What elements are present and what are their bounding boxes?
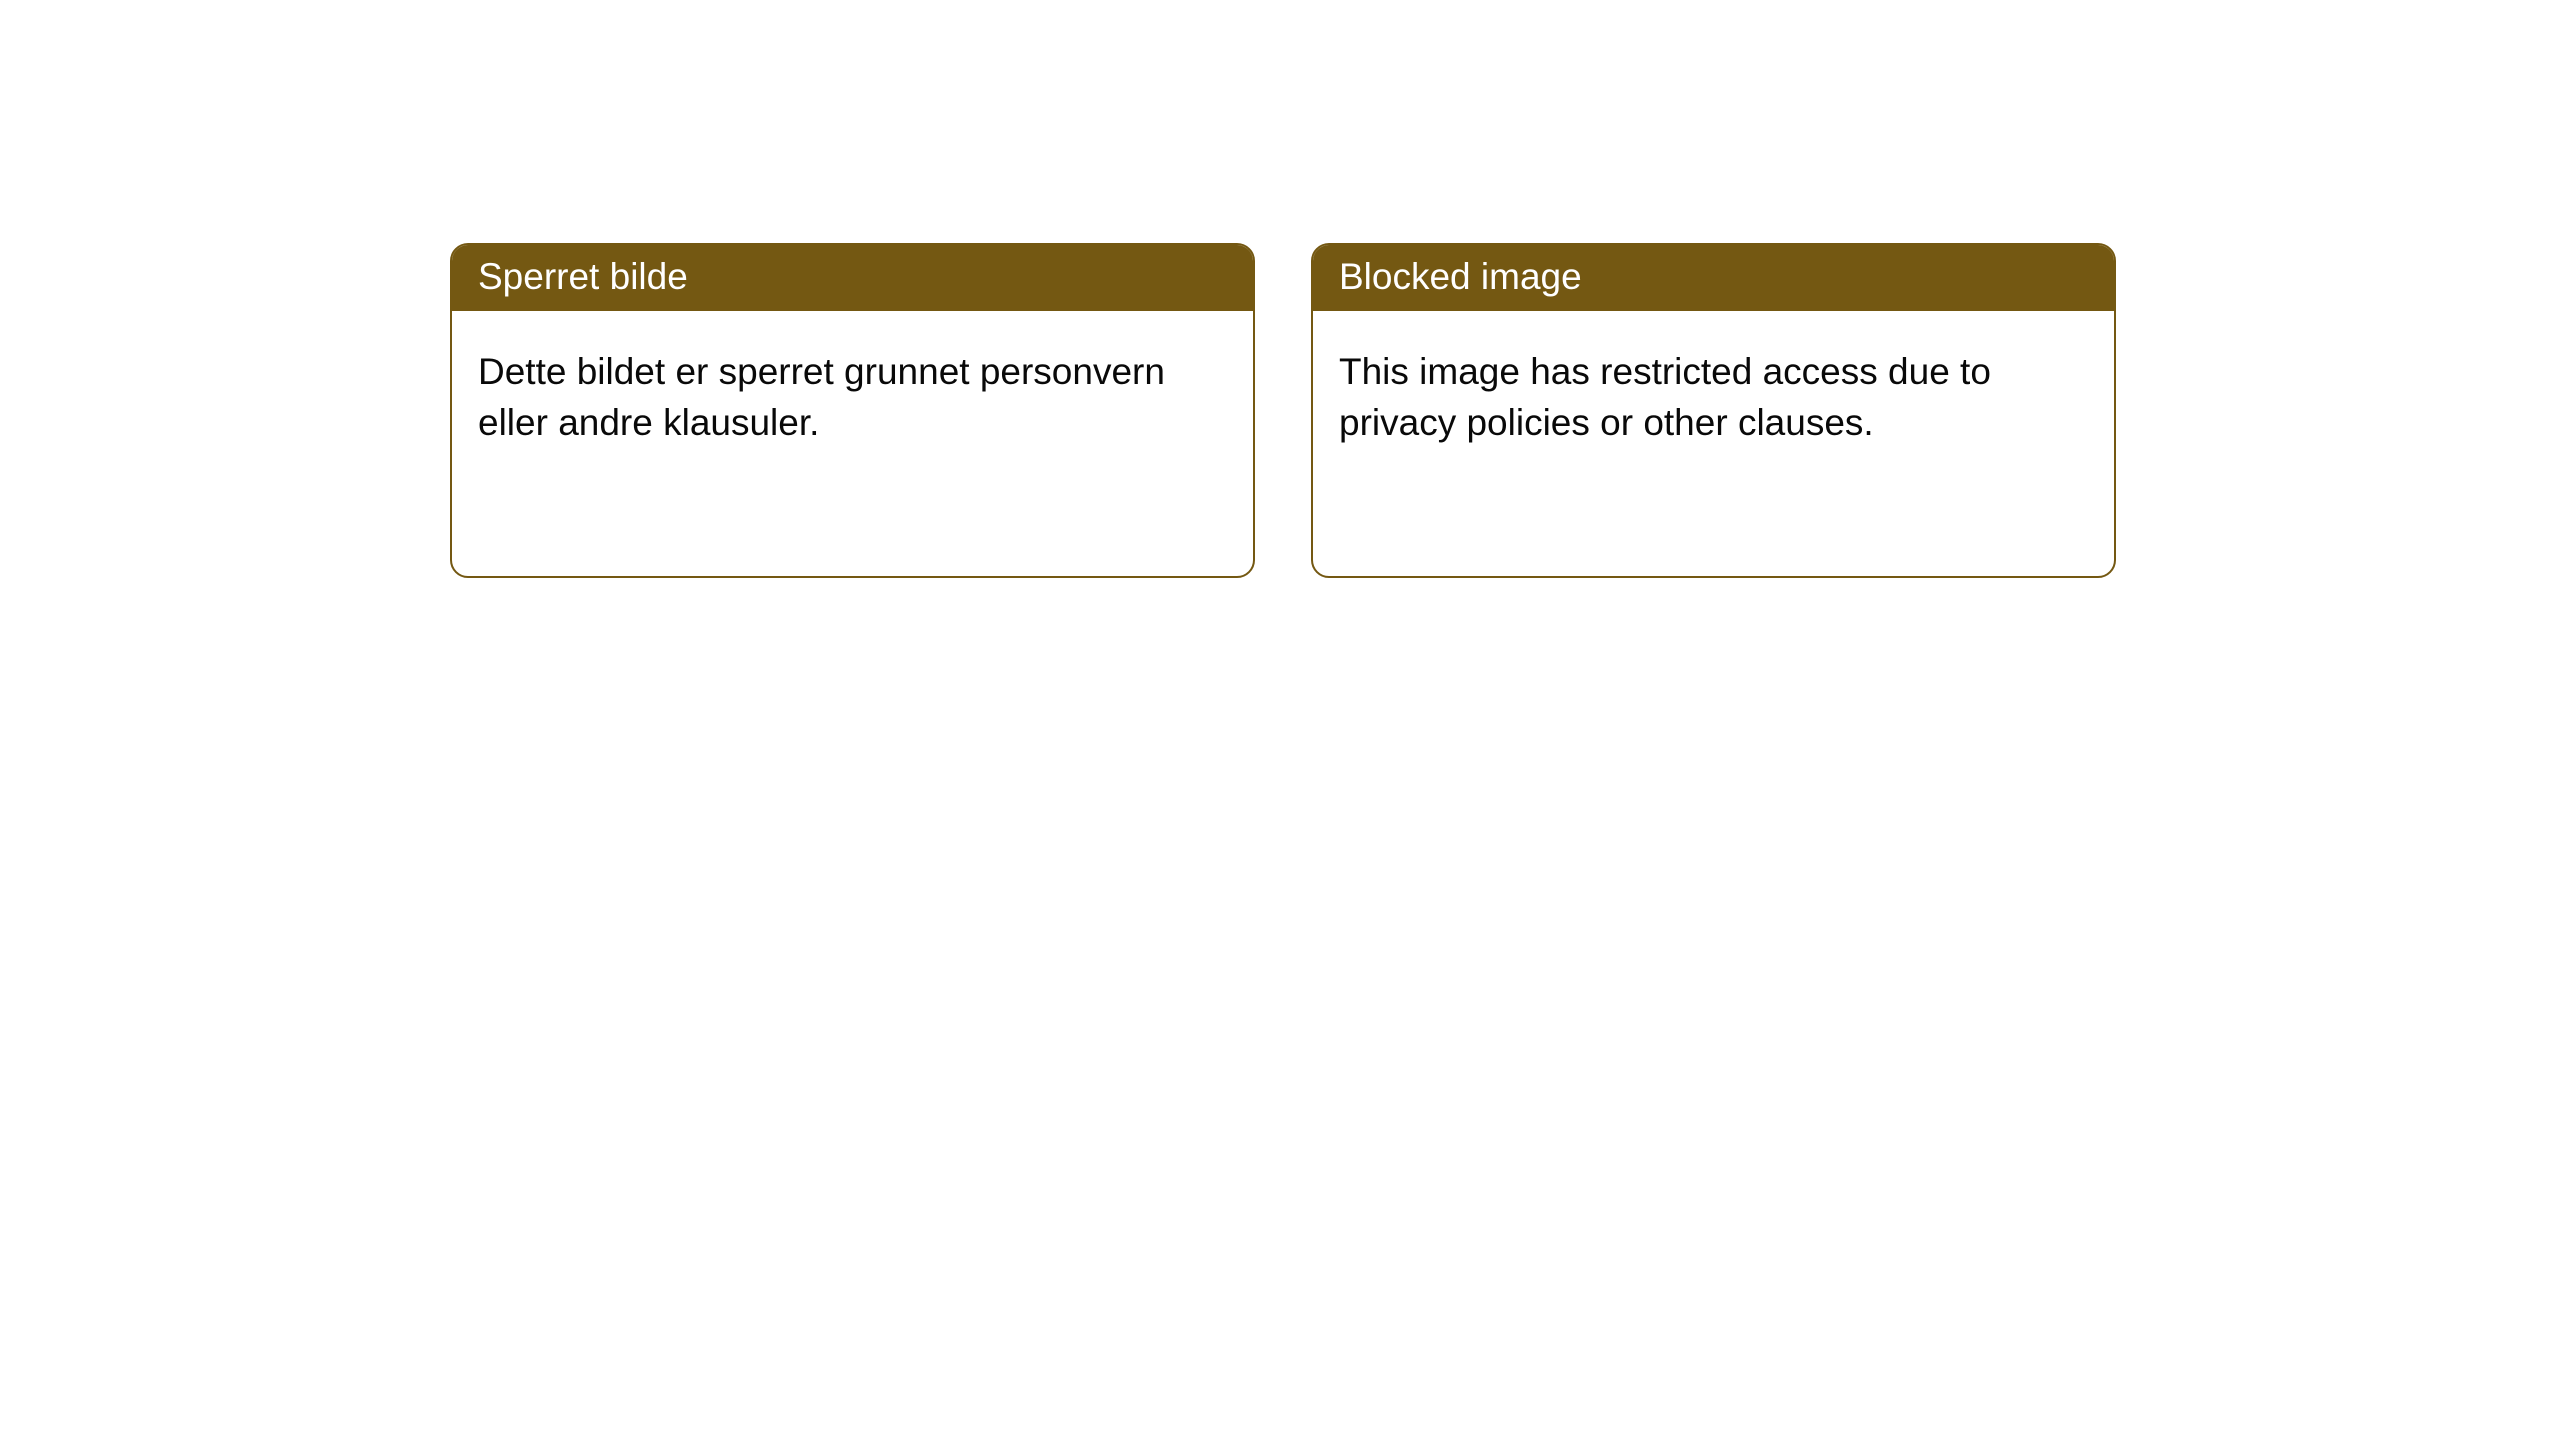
card-title: Sperret bilde — [478, 256, 688, 297]
card-header: Sperret bilde — [452, 245, 1253, 311]
card-body-text: This image has restricted access due to … — [1339, 351, 1991, 443]
card-body: This image has restricted access due to … — [1313, 311, 2114, 474]
card-header: Blocked image — [1313, 245, 2114, 311]
card-body-text: Dette bildet er sperret grunnet personve… — [478, 351, 1165, 443]
notice-card-norwegian: Sperret bilde Dette bildet er sperret gr… — [450, 243, 1255, 578]
notice-container: Sperret bilde Dette bildet er sperret gr… — [0, 0, 2560, 578]
card-body: Dette bildet er sperret grunnet personve… — [452, 311, 1253, 474]
card-title: Blocked image — [1339, 256, 1582, 297]
notice-card-english: Blocked image This image has restricted … — [1311, 243, 2116, 578]
